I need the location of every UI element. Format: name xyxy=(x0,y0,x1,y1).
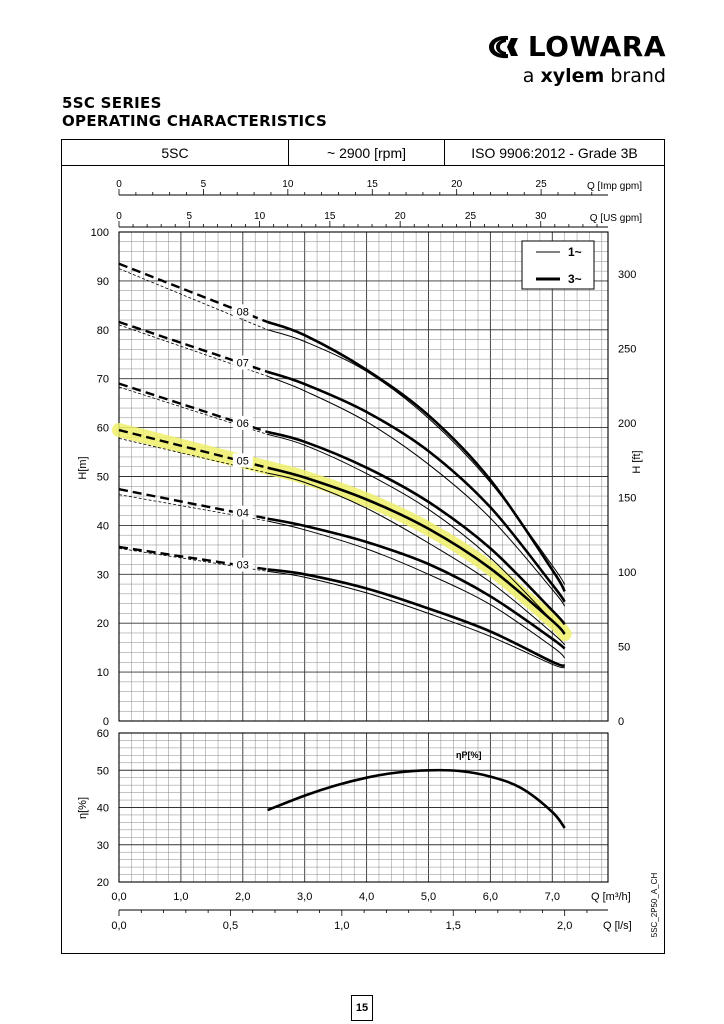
title-line-1: 5SC SERIES xyxy=(62,94,162,112)
chart-frame: 5SC ~ 2900 [rpm] ISO 9906:2012 - Grade 3… xyxy=(61,139,665,954)
brand-name: LOWARA xyxy=(527,30,666,63)
chart-header: 5SC ~ 2900 [rpm] ISO 9906:2012 - Grade 3… xyxy=(62,140,664,166)
page-title: 5SC SERIES OPERATING CHARACTERISTICS xyxy=(62,94,327,130)
header-speed: ~ 2900 [rpm] xyxy=(289,140,445,165)
page-number: 15 xyxy=(351,995,373,1021)
brand-tagline: a xylem brand xyxy=(522,65,666,87)
header-model: 5SC xyxy=(62,140,289,165)
header-standard: ISO 9906:2012 - Grade 3B xyxy=(471,144,638,161)
lowara-logo-icon xyxy=(488,35,518,58)
title-line-2: OPERATING CHARACTERISTICS xyxy=(62,112,328,130)
brand-block: LOWARA a xylem brand xyxy=(486,30,666,87)
